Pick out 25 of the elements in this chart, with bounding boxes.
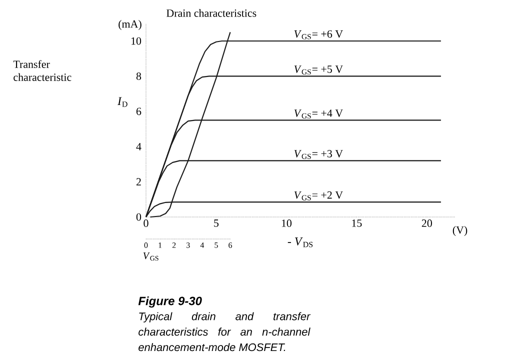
series-label: V$_{GS}$= +5 V — [294, 66, 343, 75]
y-axis-title: I$_{D}$ — [117, 97, 128, 107]
y-tick-label: 0 — [136, 213, 142, 221]
text: Transfer characteristic — [13, 60, 72, 81]
y-tick-label: 10 — [131, 37, 142, 45]
y-tick-label: 6 — [136, 108, 142, 116]
x-axis-title: - V$_{DS}$ — [288, 238, 313, 248]
series-label: V$_{GS}$= +3 V — [294, 150, 343, 159]
text: (V) — [452, 226, 468, 236]
y-tick-label: 8 — [136, 72, 142, 80]
text: Typical drain and transfer characteristics for an n-channel enhancement-mode MOSFET. — [138, 312, 311, 352]
y-tick-label: 4 — [136, 143, 142, 150]
y-tick-label: 2 — [136, 178, 141, 186]
x-tick-label: 5 — [214, 220, 219, 227]
x-tick-label: 0 — [144, 220, 148, 227]
x-tick-label: 10 — [282, 220, 292, 227]
x-tick-label: 20 — [422, 220, 432, 227]
x2-axis-title: V$_{GS}$ — [143, 252, 158, 261]
series-label: V$_{GS}$= +2 V — [294, 191, 343, 200]
x-tick-label: 15 — [352, 220, 362, 227]
caption: Figure 9-30 — [138, 296, 202, 308]
series-label: V$_{GS}$= +4 V — [294, 110, 343, 119]
text: (mA) — [118, 20, 142, 30]
text: Drain characteristics — [166, 9, 256, 17]
series-label: V$_{GS}$= +6 V — [294, 30, 343, 40]
